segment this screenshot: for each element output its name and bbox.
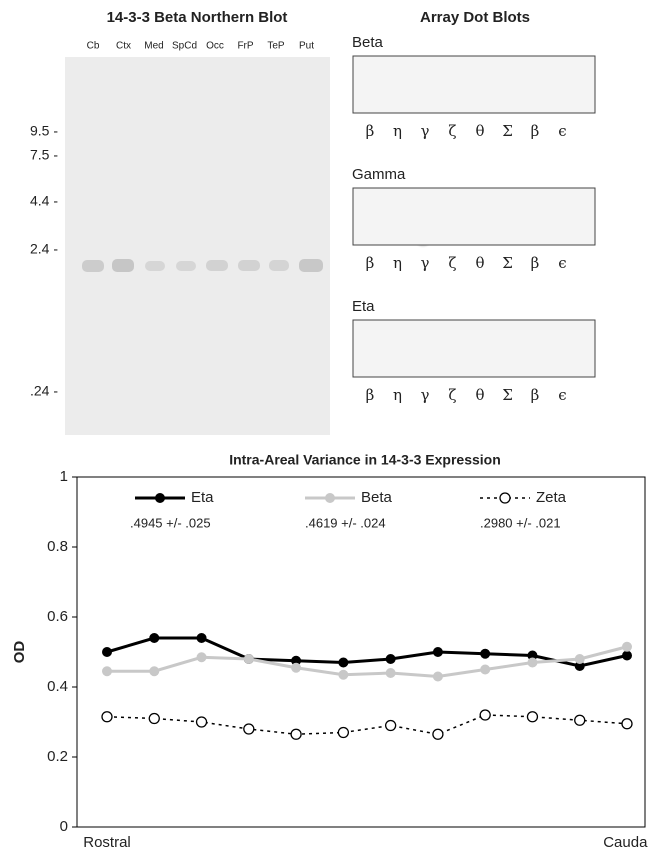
dot-label: β <box>531 122 540 140</box>
dot-label: β <box>531 254 540 272</box>
data-point <box>338 658 348 668</box>
data-point <box>480 665 490 675</box>
data-point <box>480 649 490 659</box>
panel-label: Beta <box>352 34 384 51</box>
dot-label: θ <box>475 122 484 140</box>
panel-box <box>353 56 595 113</box>
legend-marker <box>325 493 335 503</box>
data-point <box>575 715 585 725</box>
size-marker: 4.4 - <box>30 193 58 209</box>
lane-label: Med <box>144 41 163 52</box>
data-point <box>102 712 112 722</box>
panel-box <box>353 320 595 377</box>
dot-label: Σ <box>502 122 513 140</box>
dot-label: γ <box>421 254 430 272</box>
panel-label: Eta <box>352 298 375 315</box>
y-tick-label: 0.8 <box>47 538 68 555</box>
data-point <box>386 654 396 664</box>
y-tick-label: 1 <box>60 468 68 485</box>
x-tick-label: Caudal <box>603 834 648 851</box>
blot-title: 14-3-3 Beta Northern Blot <box>107 9 288 26</box>
data-point <box>197 717 207 727</box>
data-point <box>338 670 348 680</box>
data-point <box>433 729 443 739</box>
blot-image <box>65 57 330 435</box>
dot-label: ϵ <box>558 122 566 140</box>
data-point <box>149 714 159 724</box>
dot-label: θ <box>475 386 484 404</box>
size-marker: 9.5 - <box>30 123 58 139</box>
y-tick-label: 0 <box>60 818 68 835</box>
data-point <box>622 642 632 652</box>
dot-label: ζ <box>448 254 456 272</box>
dot-blot-title: Array Dot Blots <box>420 9 530 26</box>
data-point <box>149 666 159 676</box>
data-point <box>527 712 537 722</box>
lane-label: SpCd <box>172 41 197 52</box>
panel-box <box>353 188 595 245</box>
data-point <box>480 710 490 720</box>
size-marker: .24 - <box>30 383 58 399</box>
data-point <box>386 668 396 678</box>
dot-label: β <box>366 254 375 272</box>
dot-label: Σ <box>502 254 513 272</box>
data-point <box>197 652 207 662</box>
dot-label: ζ <box>448 122 456 140</box>
data-point <box>527 658 537 668</box>
data-point <box>102 647 112 657</box>
legend-stat: .4619 +/- .024 <box>305 515 386 530</box>
data-point <box>433 647 443 657</box>
data-point <box>386 721 396 731</box>
figure: 14-3-3 Beta Northern Blot Array Dot Blot… <box>0 0 648 855</box>
dot-label: β <box>366 386 375 404</box>
data-point <box>291 729 301 739</box>
dot-label: γ <box>421 122 430 140</box>
dot-label: β <box>366 122 375 140</box>
legend-marker <box>155 493 165 503</box>
x-tick-label: Rostral <box>83 834 131 851</box>
y-axis-label: OD <box>11 641 28 664</box>
lane-label: FrP <box>237 41 253 52</box>
data-point <box>622 719 632 729</box>
dot-label: η <box>393 386 402 404</box>
y-tick-label: 0.2 <box>47 748 68 765</box>
dot-label: Σ <box>502 386 513 404</box>
data-point <box>102 666 112 676</box>
y-tick-label: 0.4 <box>47 678 68 695</box>
size-marker: 2.4 - <box>30 241 58 257</box>
dot-label: θ <box>475 254 484 272</box>
data-point <box>575 654 585 664</box>
dot-label: ϵ <box>558 386 566 404</box>
lane-label: TeP <box>267 41 285 52</box>
series-line <box>107 715 627 734</box>
dot-label: β <box>531 386 540 404</box>
data-point <box>244 724 254 734</box>
data-point <box>291 663 301 673</box>
data-point <box>622 651 632 661</box>
y-tick-label: 0.6 <box>47 608 68 625</box>
data-point <box>433 672 443 682</box>
chart-title: Intra-Areal Variance in 14-3-3 Expressio… <box>229 452 501 468</box>
data-point <box>149 633 159 643</box>
lane-label: Put <box>299 41 314 52</box>
size-marker: 7.5 - <box>30 147 58 163</box>
panel-label: Gamma <box>352 166 406 183</box>
dot-label: γ <box>421 386 430 404</box>
legend-label: Beta <box>361 489 393 506</box>
dot-label: ζ <box>448 386 456 404</box>
lane-label: Cb <box>87 41 100 52</box>
data-point <box>244 654 254 664</box>
legend-label: Zeta <box>536 489 567 506</box>
legend-label: Eta <box>191 489 214 506</box>
lane-label: Ctx <box>116 41 131 52</box>
legend-stat: .2980 +/- .021 <box>480 515 561 530</box>
data-point <box>338 728 348 738</box>
dot-label: η <box>393 122 402 140</box>
dot-label: ϵ <box>558 254 566 272</box>
data-point <box>197 633 207 643</box>
lane-label: Occ <box>206 41 224 52</box>
legend-stat: .4945 +/- .025 <box>130 515 211 530</box>
dot-label: η <box>393 254 402 272</box>
legend-marker <box>500 493 510 503</box>
